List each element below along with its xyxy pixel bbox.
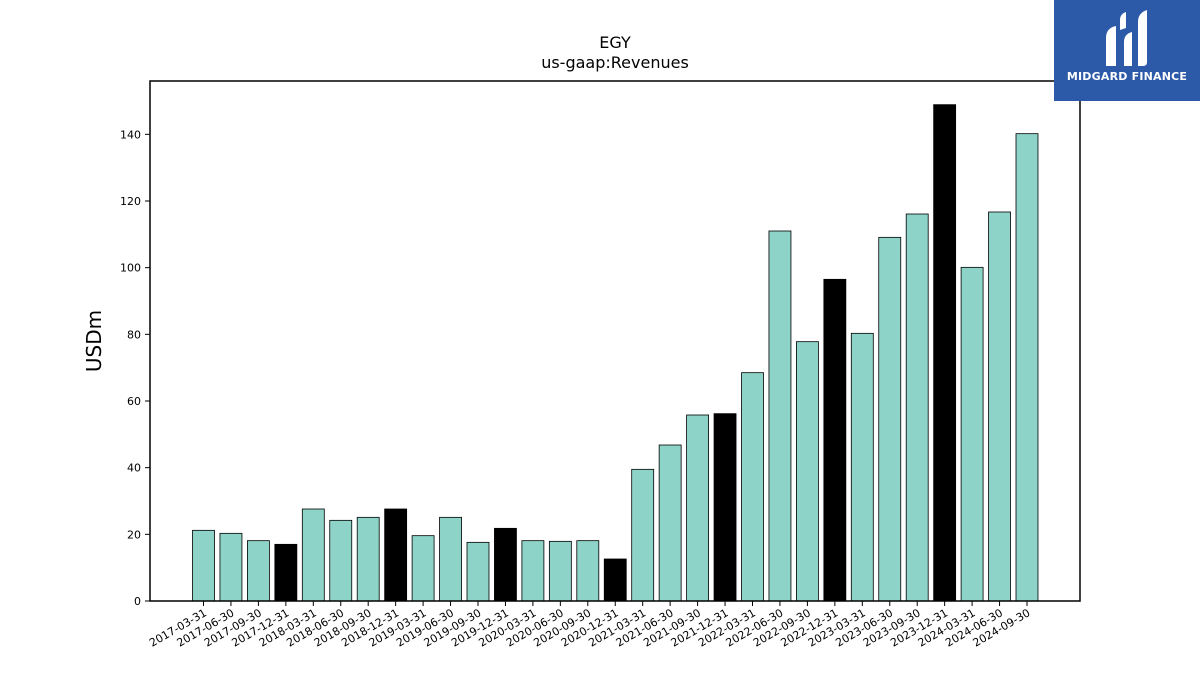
bar-2022-09-30 [796, 341, 819, 602]
logo-text: MIDGARD FINANCE [1066, 70, 1188, 83]
logo-mark-icon [1106, 10, 1147, 66]
bar-2018-03-31 [301, 508, 325, 602]
bar-2024-03-31 [960, 266, 984, 602]
chart-title: EGY [599, 33, 631, 52]
bar-2019-06-30 [439, 516, 462, 602]
bar-2020-12-31 [603, 558, 627, 602]
bar-2018-09-30 [356, 516, 380, 602]
bar-2021-12-31 [713, 413, 737, 602]
y-tick-label: 80 [127, 328, 141, 341]
bar-2021-09-30 [686, 414, 709, 602]
bar-2022-12-31 [823, 278, 847, 602]
chart-subtitle: us-gaap:Revenues [541, 53, 689, 72]
y-tick-label: 100 [120, 262, 141, 275]
bar-2020-09-30 [576, 540, 600, 602]
bar-2024-09-30 [1015, 133, 1039, 602]
bar-2023-03-31 [850, 332, 874, 602]
bar-2017-03-31 [192, 529, 215, 602]
bar-2023-12-31 [933, 104, 957, 602]
bar-2023-06-30 [878, 236, 902, 602]
bar-2019-09-30 [466, 541, 490, 602]
plot-frame [149, 80, 1081, 602]
bar-2019-03-31 [411, 535, 435, 602]
y-tick-label: 20 [127, 528, 141, 541]
bar-2023-09-30 [905, 213, 929, 602]
y-axis-label: USDm [82, 310, 106, 372]
bar-2020-06-30 [548, 540, 572, 602]
bar-2021-03-31 [631, 468, 655, 602]
bar-2019-12-31 [494, 527, 517, 602]
brand-logo: MIDGARD FINANCE [1054, 0, 1200, 101]
bar-2018-12-31 [384, 508, 408, 602]
bar-2017-09-30 [246, 540, 270, 602]
y-tick-label: 120 [120, 195, 141, 208]
y-tick-label: 0 [134, 595, 141, 608]
bar-2018-06-30 [329, 519, 353, 602]
y-tick-label: 40 [127, 462, 141, 475]
bars-group [192, 104, 1039, 602]
y-axis: 0 20 40 60 80 100 120 140 [120, 128, 150, 608]
bar-2017-06-30 [219, 532, 243, 602]
bar-2022-06-30 [768, 230, 792, 602]
x-axis: 2017-03-312017-06-302017-09-302017-12-31… [147, 601, 1033, 650]
bar-2017-12-31 [274, 543, 298, 602]
bar-2024-06-30 [988, 211, 1011, 602]
y-tick-label: 140 [120, 128, 141, 141]
bar-2020-03-31 [521, 540, 545, 602]
bar-2021-06-30 [658, 444, 682, 602]
bar-2022-03-31 [741, 372, 764, 602]
y-tick-label: 60 [127, 395, 141, 408]
